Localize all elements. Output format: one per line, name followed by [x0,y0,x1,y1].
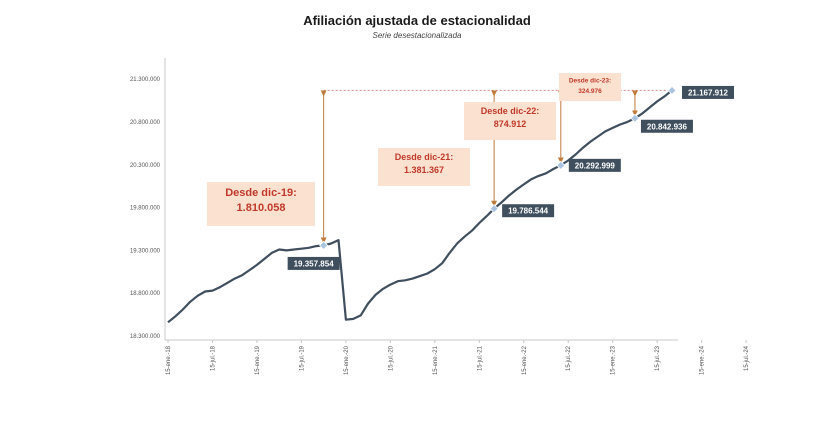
value-label: 20.292.999 [575,161,616,170]
highlight-marker [667,85,677,96]
highlight-marker [630,113,640,123]
value-label-box [640,119,693,133]
annotation-label: Desde dic-23: [569,78,611,85]
x-tick-label: 15-ene.-22 [522,345,528,375]
x-tick-label: 15-ene.-23 [611,345,617,375]
annotation-box [559,73,621,101]
x-tick-label: 15-ene.-24 [700,345,706,375]
annotation-label: Desde dic-21: [395,152,454,162]
chart-title: Afiliación ajustada de estacionalidad [303,13,531,28]
x-tick-label: 15-ene.-21 [433,345,439,375]
y-tick-label: 20.800.000 [130,120,161,126]
value-label: 19.786.544 [508,207,549,216]
annotation-label: Desde dic-22: [481,106,540,116]
annotation-box [207,182,315,226]
y-tick-label: 21.300.000 [130,77,161,83]
value-label-box [568,158,621,172]
value-label-box [287,256,340,270]
highlight-marker [489,204,499,214]
value-label-box [682,85,734,99]
x-tick-label: 15-jul.-21 [477,345,483,371]
value-label: 20.842.936 [647,122,688,131]
y-tick-label: 19.800.000 [130,206,161,212]
value-label: 21.167.912 [688,88,729,97]
value-label-box [502,204,555,218]
annotation-value: 324.976 [578,88,602,95]
y-tick-label: 19.300.000 [130,248,161,254]
y-tick-label: 18.300.000 [130,334,161,340]
y-tick-label: 20.300.000 [130,163,161,169]
annotation-label: Desde dic-19: [225,187,297,199]
annotation-value: 874.912 [494,119,527,129]
x-tick-label: 15-jul.-22 [566,345,572,371]
series-line [167,89,673,324]
annotation-box [378,148,470,186]
highlight-marker [319,240,329,250]
x-tick-label: 15-ene.-18 [166,345,172,375]
x-tick-label: 15-jul.-20 [388,345,394,371]
annotation-value: 1.810.058 [237,202,286,214]
x-tick-label: 15-jul.-19 [299,345,305,371]
value-label: 19.357.854 [294,259,335,268]
annotation-value: 1.381.367 [404,165,444,175]
chart-subtitle: Serie desestacionalizada [372,31,462,40]
x-tick-label: 15-ene.-19 [255,345,261,375]
x-tick-label: 15-ene.-20 [344,345,350,375]
x-tick-label: 15-jul.-23 [655,345,661,371]
x-tick-label: 15-jul.-18 [210,345,216,371]
highlight-marker [556,160,566,170]
x-tick-label: 15-jul.-24 [744,345,750,371]
annotation-box [464,102,556,140]
y-tick-label: 18.800.000 [130,291,161,297]
